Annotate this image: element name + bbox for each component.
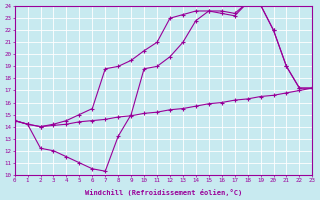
X-axis label: Windchill (Refroidissement éolien,°C): Windchill (Refroidissement éolien,°C) <box>85 189 242 196</box>
